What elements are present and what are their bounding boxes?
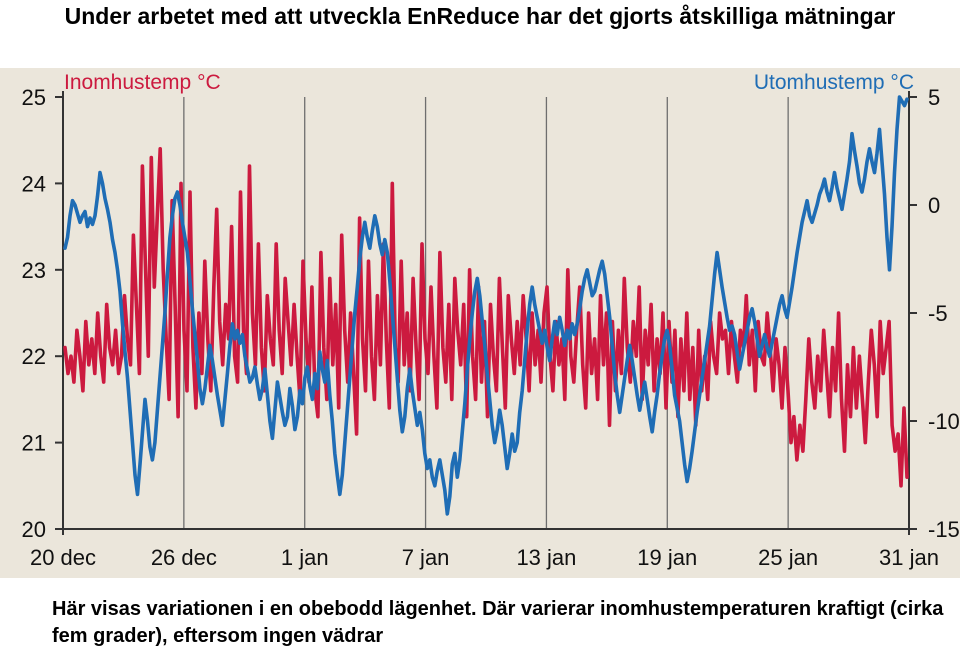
left-tick-label: 23 (22, 258, 46, 283)
x-tick-label: 19 jan (637, 545, 697, 570)
x-tick-label: 7 jan (402, 545, 450, 570)
right-tick-label: 5 (928, 85, 940, 110)
x-tick-label: 1 jan (281, 545, 329, 570)
left-tick-label: 25 (22, 85, 46, 110)
left-tick-label: 22 (22, 344, 46, 369)
right-tick-label: 0 (928, 193, 940, 218)
page-title: Under arbetet med att utveckla EnReduce … (64, 3, 896, 29)
tick-labels: 20 dec 26 dec 1 jan 7 jan 13 jan 19 jan 25 jan… (22, 85, 960, 570)
outdoor-line (63, 95, 909, 516)
outdoor-series (63, 95, 909, 516)
left-tick-label: 24 (22, 171, 46, 196)
left-tick-label: 21 (22, 431, 46, 456)
caption: Här visas variationen i en obebodd lägen… (52, 598, 944, 647)
x-tick-label: 20 dec (30, 545, 96, 570)
right-tick-label: -15 (928, 517, 960, 542)
left-tick-label: 20 (22, 517, 46, 542)
right-axis-label: Utomhustemp °C (754, 71, 914, 94)
temperature-chart: Inomhustemp °C Utomhustemp °C 20 dec 26 d… (0, 68, 960, 578)
right-tick-label: -5 (928, 301, 948, 326)
x-tick-label: 25 jan (758, 545, 818, 570)
x-tick-label: 13 jan (516, 545, 576, 570)
x-tick-label: 26 dec (151, 545, 217, 570)
left-axis-label: Inomhustemp °C (64, 71, 221, 94)
right-tick-label: -10 (928, 409, 960, 434)
x-tick-label: 31 jan (879, 545, 939, 570)
axes (55, 91, 917, 535)
